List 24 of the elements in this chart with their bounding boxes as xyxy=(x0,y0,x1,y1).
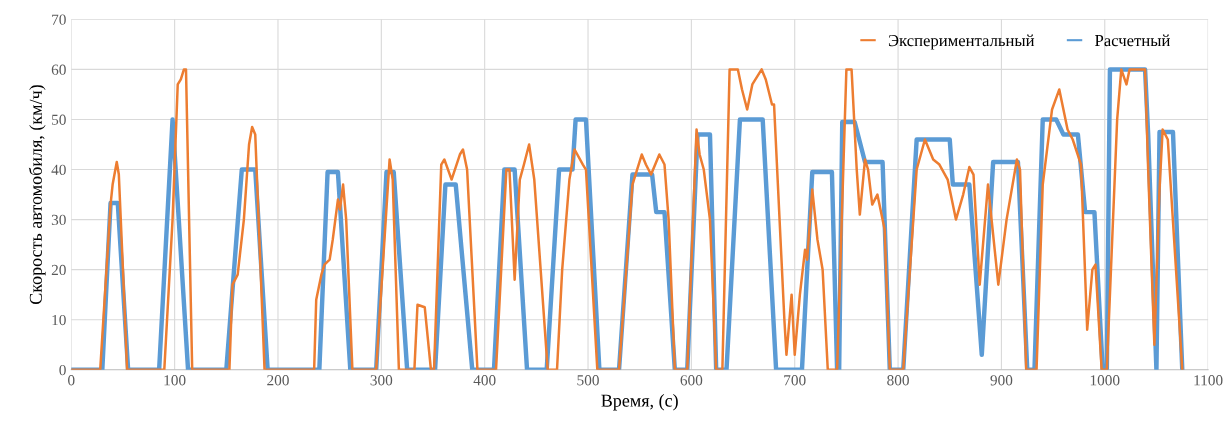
y-tick-label: 20 xyxy=(51,264,66,276)
x-tick-label: 800 xyxy=(887,375,909,386)
x-tick-label: 200 xyxy=(267,375,289,386)
x-tick-label: 300 xyxy=(370,375,393,386)
y-tick-label: 40 xyxy=(51,164,66,175)
x-tick-label: 700 xyxy=(784,375,806,386)
x-tick-label: 0 xyxy=(68,375,75,386)
x-tick-label: 400 xyxy=(473,375,496,386)
x-tick-label: 100 xyxy=(164,375,186,386)
legend-label: Экспериментальный xyxy=(888,34,1035,50)
legend-label: Расчетный xyxy=(1095,34,1170,47)
x-tick-label: 600 xyxy=(680,375,703,386)
x-tick-label: 1000 xyxy=(1090,375,1120,386)
y-tick-label: 0 xyxy=(59,364,66,376)
y-axis-title: Скорость автомобиля, (км/ч) xyxy=(28,85,46,305)
x-tick-label: 1100 xyxy=(1194,375,1223,386)
y-tick-label: 60 xyxy=(51,64,66,75)
x-tick-label: 500 xyxy=(577,375,599,386)
y-tick-label: 50 xyxy=(52,114,66,125)
x-axis-title: Время, (с) xyxy=(601,394,678,411)
y-tick-label: 70 xyxy=(52,14,66,25)
y-tick-label: 30 xyxy=(51,214,66,226)
y-tick-label: 10 xyxy=(52,314,66,326)
x-tick-label: 900 xyxy=(990,375,1013,386)
